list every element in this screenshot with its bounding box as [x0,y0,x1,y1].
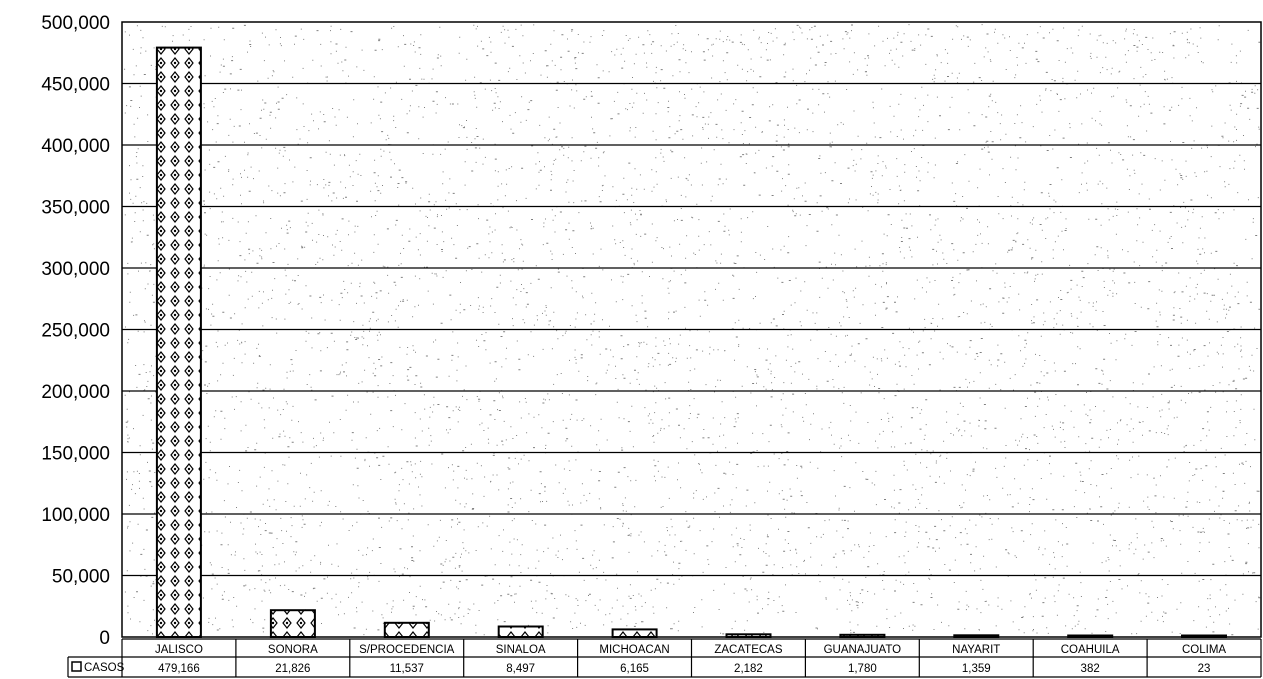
y-tick-label: 500,000 [41,13,110,34]
x-tick-label: GUANAJUATO [824,644,902,656]
y-tick-label: 400,000 [41,136,110,157]
bar-coahuila [1067,634,1114,638]
x-tick-label: SONORA [268,644,318,656]
bar-michoacan [611,628,658,639]
data-label: 23 [1198,663,1211,675]
bar-colima [1181,634,1227,638]
x-tick-label: JALISCO [155,644,203,656]
y-tick-label: 100,000 [41,505,110,526]
data-label: 1,359 [962,663,991,675]
legend-label: CASOS [84,662,125,674]
x-tick-label: SINALOA [496,644,546,656]
data-label: 21,826 [275,663,310,675]
y-axis-tick-labels: 0 50,000 100,000 150,000 200,000 250,000 300,0… [41,13,110,649]
data-label: 2,182 [734,663,763,675]
data-label: 8,497 [506,663,535,675]
bars [155,46,1227,639]
data-table: JALISCO 479,166 SONORA 21,826 S/PROCEDENCIA 1… [67,638,1262,678]
data-label: 1,780 [848,663,877,675]
y-tick-label: 300,000 [41,259,110,280]
data-label: 6,165 [620,663,649,675]
x-tick-label: COLIMA [1182,644,1226,656]
y-tick-label: 350,000 [41,198,110,219]
bar-nayarit [953,634,1000,638]
bar-guanajuato [839,633,886,638]
x-tick-label: ZACATECAS [714,644,782,656]
y-tick-label: 200,000 [41,382,110,403]
bar-sonora [269,609,316,639]
y-tick-label: 150,000 [41,444,110,465]
data-label: 479,166 [158,663,200,675]
y-tick-label: 50,000 [52,567,110,588]
y-tick-label: 250,000 [41,321,110,342]
bar-s-procedencia [383,621,430,638]
bar-zacatecas [725,633,772,638]
y-tick-label: 0 [99,628,110,649]
x-tick-label: COAHUILA [1061,644,1120,656]
gridlines [122,82,1261,577]
bar-sinaloa [497,625,544,638]
data-label: 382 [1081,663,1100,675]
bar-jalisco [155,46,202,639]
x-tick-label: S/PROCEDENCIA [359,644,455,656]
legend-swatch [71,661,82,672]
data-label: 11,537 [390,663,424,675]
x-tick-label: MICHOACAN [599,644,669,656]
y-tick-label: 450,000 [41,75,110,96]
x-tick-label: NAYARIT [952,644,1000,656]
